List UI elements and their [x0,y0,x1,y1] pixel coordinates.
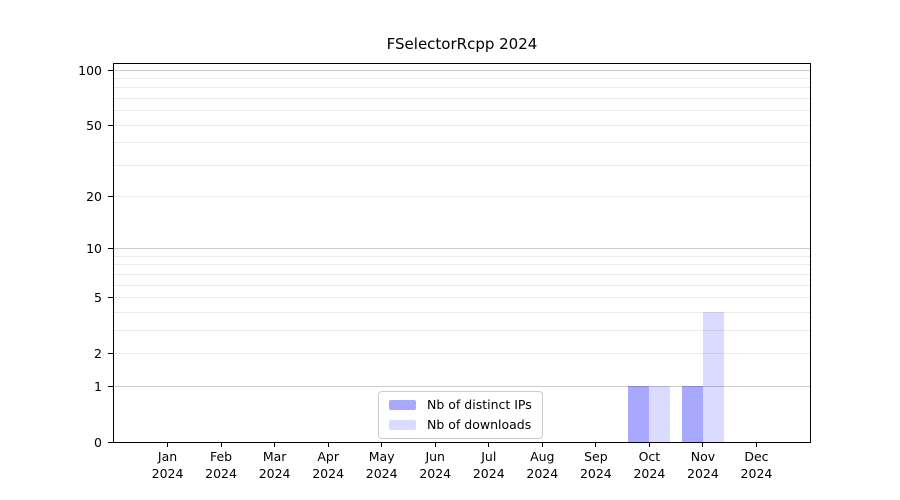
minor-gridline [114,264,810,266]
major-gridline [114,248,810,250]
bar-nb-of-downloads [649,386,671,442]
minor-gridline [114,273,810,275]
plot-area [113,63,811,443]
x-tick-mark [167,443,169,447]
legend-entry: Nb of distinct IPs [389,398,532,412]
x-tick-year: 2024 [258,466,291,481]
x-tick-mark [702,443,704,447]
x-tick-month: Apr [317,449,339,464]
minor-gridline [114,311,810,313]
x-tick-year: 2024 [312,466,345,481]
x-tick-month: Mar [262,449,287,464]
minor-gridline [114,352,810,354]
x-tick-label: Mar 2024 [245,448,305,482]
y-tick-mark [108,441,113,443]
x-tick-year: 2024 [687,466,719,481]
chart-title: FSelectorRcpp 2024 [386,35,538,53]
y-tick-label: 2 [94,345,102,361]
minor-gridline [114,87,810,89]
y-tick-mark [108,196,113,198]
x-tick-year: 2024 [419,466,452,481]
x-tick-month: May [368,449,395,464]
x-tick-label: Nov 2024 [673,448,733,482]
legend-label: Nb of downloads [427,417,532,432]
x-tick-year: 2024 [365,466,398,481]
minor-gridline [114,329,810,331]
y-tick-label: 50 [86,117,102,133]
x-tick-mark [488,443,490,447]
legend-swatch [389,420,416,430]
bar-nb-of-downloads [702,312,724,442]
y-tick-mark [108,248,113,250]
x-tick-label: Dec 2024 [726,448,786,482]
minor-gridline [114,110,810,112]
x-tick-month: Jul [481,449,497,464]
minor-gridline [114,284,810,286]
x-tick-mark [434,443,436,447]
x-tick-year: 2024 [205,466,237,481]
y-tick-mark [108,352,113,354]
minor-gridline [114,97,810,99]
major-gridline [114,69,810,71]
y-tick-label: 5 [94,290,102,306]
x-tick-label: Apr 2024 [298,448,358,482]
x-tick-mark [381,443,383,447]
y-tick-label: 20 [86,189,102,205]
legend-entry: Nb of downloads [389,418,532,432]
x-tick-mark [648,443,650,447]
x-tick-label: May 2024 [352,448,412,482]
x-tick-year: 2024 [579,466,612,481]
minor-gridline [114,164,810,166]
x-tick-year: 2024 [633,466,666,481]
y-tick-label: 0 [94,434,102,450]
minor-gridline [114,124,810,126]
x-tick-label: Jan 2024 [138,448,198,482]
x-tick-label: Aug 2024 [512,448,572,482]
x-tick-month: Jun [425,449,445,464]
x-tick-mark [755,443,757,447]
legend-swatch [389,400,416,410]
y-tick-mark [108,385,113,387]
x-tick-month: Aug [530,449,555,464]
bar-nb-of-distinct-ips [681,386,703,442]
x-tick-month: Dec [744,449,769,464]
bar-nb-of-distinct-ips [628,386,650,442]
minor-gridline [114,196,810,198]
y-tick-label: 1 [94,378,102,394]
x-tick-month: Sep [584,449,608,464]
minor-gridline [114,77,810,79]
y-tick-mark [108,124,113,126]
x-tick-mark [327,443,329,447]
y-tick-mark [108,69,113,71]
y-tick-label: 10 [86,241,102,257]
x-tick-mark [274,443,276,447]
y-tick-mark [108,297,113,299]
legend-label: Nb of distinct IPs [427,397,532,412]
x-tick-month: Jan [157,449,178,464]
x-tick-label: Oct 2024 [619,448,679,482]
x-tick-mark [541,443,543,447]
minor-gridline [114,142,810,144]
x-tick-label: Feb 2024 [191,448,251,482]
x-tick-label: Jun 2024 [405,448,465,482]
major-gridline [114,385,810,387]
x-tick-month: Nov [690,449,716,464]
minor-gridline [114,297,810,299]
x-tick-year: 2024 [526,466,559,481]
legend: Nb of distinct IPs Nb of downloads [378,391,543,439]
x-tick-month: Feb [209,449,233,464]
x-tick-month: Oct [638,449,661,464]
x-tick-mark [595,443,597,447]
x-tick-mark [220,443,222,447]
x-tick-label: Sep 2024 [566,448,626,482]
x-tick-year: 2024 [740,466,773,481]
y-tick-label: 100 [78,62,102,78]
x-tick-year: 2024 [472,466,505,481]
x-tick-year: 2024 [151,466,184,481]
x-tick-label: Jul 2024 [459,448,519,482]
minor-gridline [114,255,810,257]
